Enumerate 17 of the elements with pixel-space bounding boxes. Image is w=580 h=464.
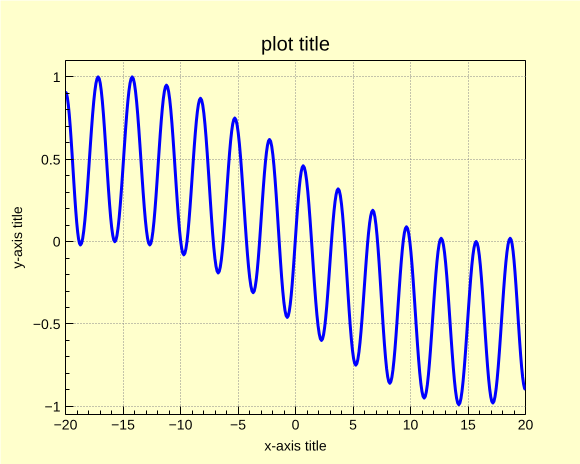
x-tick-label: −20 — [54, 416, 78, 432]
x-tick-label: 20 — [518, 416, 534, 432]
chart-title: plot title — [261, 34, 330, 56]
x-tick-label: 5 — [349, 416, 358, 432]
x-axis-title: x-axis title — [264, 438, 327, 454]
y-tick-label: 1 — [52, 68, 61, 85]
x-tick-label: −15 — [111, 416, 136, 432]
y-tick-label: −0.5 — [32, 316, 61, 332]
x-tick-label: −5 — [230, 416, 246, 432]
x-tick-label: −10 — [168, 416, 193, 432]
x-tick-label: 15 — [460, 416, 476, 432]
y-tick-label: 0.5 — [41, 151, 61, 168]
y-tick-label: −1 — [44, 398, 61, 414]
y-tick-label: 0 — [52, 234, 61, 250]
x-tick-label: 0 — [292, 416, 300, 432]
y-axis-title: y-axis title — [8, 206, 25, 269]
x-tick-label: 10 — [402, 416, 418, 432]
